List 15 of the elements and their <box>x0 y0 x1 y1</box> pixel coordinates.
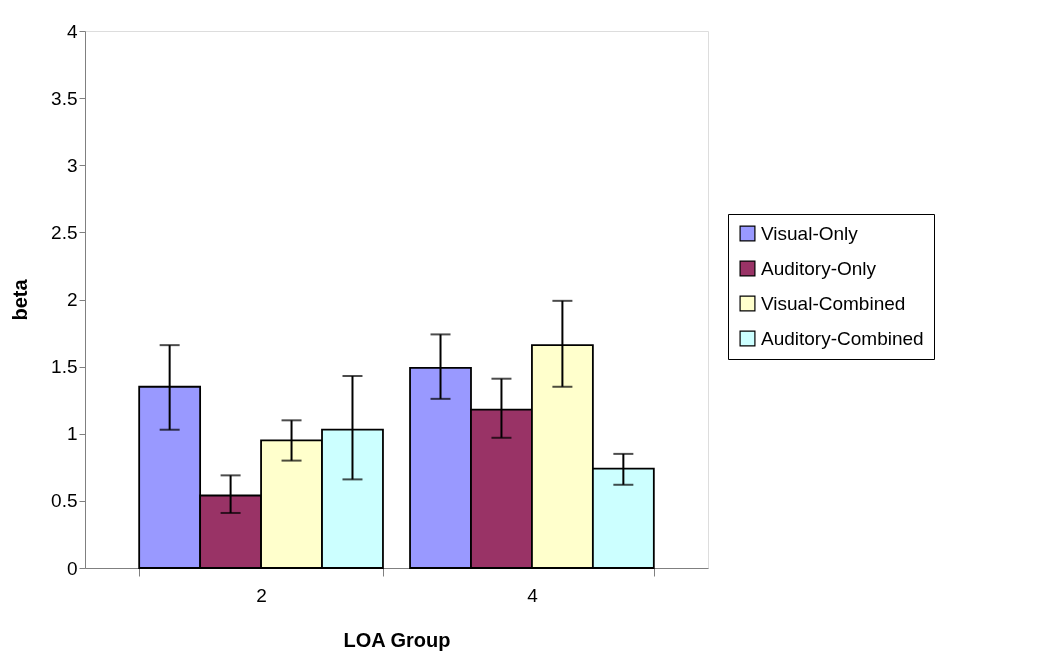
y-tick-label: 4 <box>66 20 78 42</box>
y-tick-label: 1.5 <box>51 356 78 378</box>
legend-label: Auditory-Only <box>761 257 877 279</box>
y-tick-label: 3.5 <box>51 87 78 109</box>
y-tick-label: 0 <box>66 557 78 579</box>
y-tick-label: 1 <box>66 423 78 445</box>
legend-label: Visual-Only <box>761 222 859 244</box>
x-axis-title: LOA Group <box>343 628 451 651</box>
y-tick-label: 0.5 <box>51 490 78 512</box>
legend-label: Visual-Combined <box>761 292 906 314</box>
y-axis-title: beta <box>9 278 32 321</box>
y-tick-label: 3 <box>66 154 78 176</box>
legend-label: Auditory-Combined <box>761 327 924 349</box>
y-tick-label: 2.5 <box>51 221 78 243</box>
y-tick-label: 2 <box>66 289 78 310</box>
